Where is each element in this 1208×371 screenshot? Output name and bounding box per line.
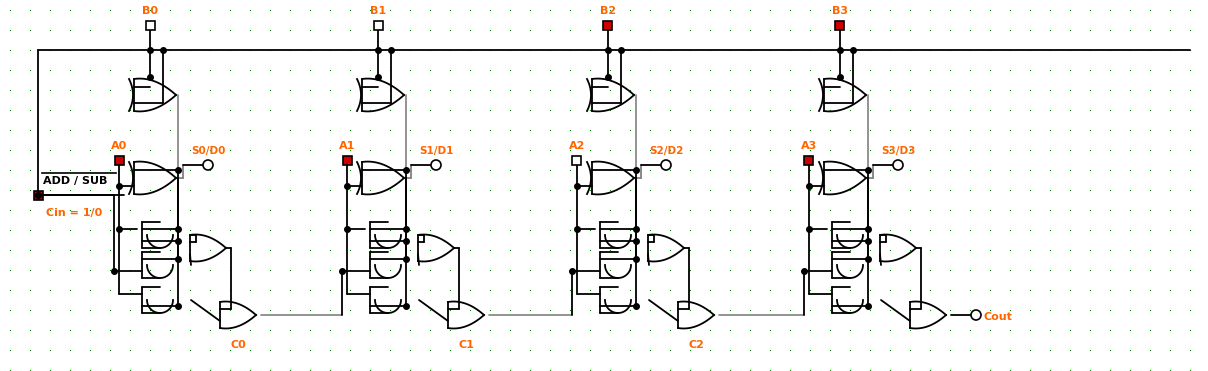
Text: C2: C2 xyxy=(689,340,704,350)
Text: Cin = 1/0: Cin = 1/0 xyxy=(46,208,103,218)
Bar xyxy=(573,155,581,164)
Bar xyxy=(373,20,383,30)
Text: C0: C0 xyxy=(231,340,246,350)
Text: A2: A2 xyxy=(569,141,585,151)
Text: B0: B0 xyxy=(143,6,158,16)
Text: S0/D0: S0/D0 xyxy=(191,146,225,156)
Circle shape xyxy=(203,160,213,170)
Text: B3: B3 xyxy=(832,6,848,16)
Bar xyxy=(145,20,155,30)
Text: C1: C1 xyxy=(458,340,474,350)
Text: S3/D3: S3/D3 xyxy=(881,146,916,156)
Text: S2/D2: S2/D2 xyxy=(649,146,684,156)
Bar xyxy=(34,190,42,200)
Text: A0: A0 xyxy=(111,141,127,151)
Text: ADD / SUB: ADD / SUB xyxy=(43,176,108,186)
Text: A1: A1 xyxy=(338,141,355,151)
Text: Cout: Cout xyxy=(985,312,1012,322)
Text: B2: B2 xyxy=(600,6,616,16)
Text: A3: A3 xyxy=(801,141,817,151)
Bar xyxy=(805,155,813,164)
Bar xyxy=(115,155,123,164)
Circle shape xyxy=(431,160,441,170)
Bar xyxy=(604,20,612,30)
Bar xyxy=(343,155,352,164)
Circle shape xyxy=(893,160,904,170)
Text: S1/D1: S1/D1 xyxy=(419,146,453,156)
Circle shape xyxy=(661,160,670,170)
Bar xyxy=(836,20,844,30)
Circle shape xyxy=(971,310,981,320)
Text: B1: B1 xyxy=(370,6,387,16)
